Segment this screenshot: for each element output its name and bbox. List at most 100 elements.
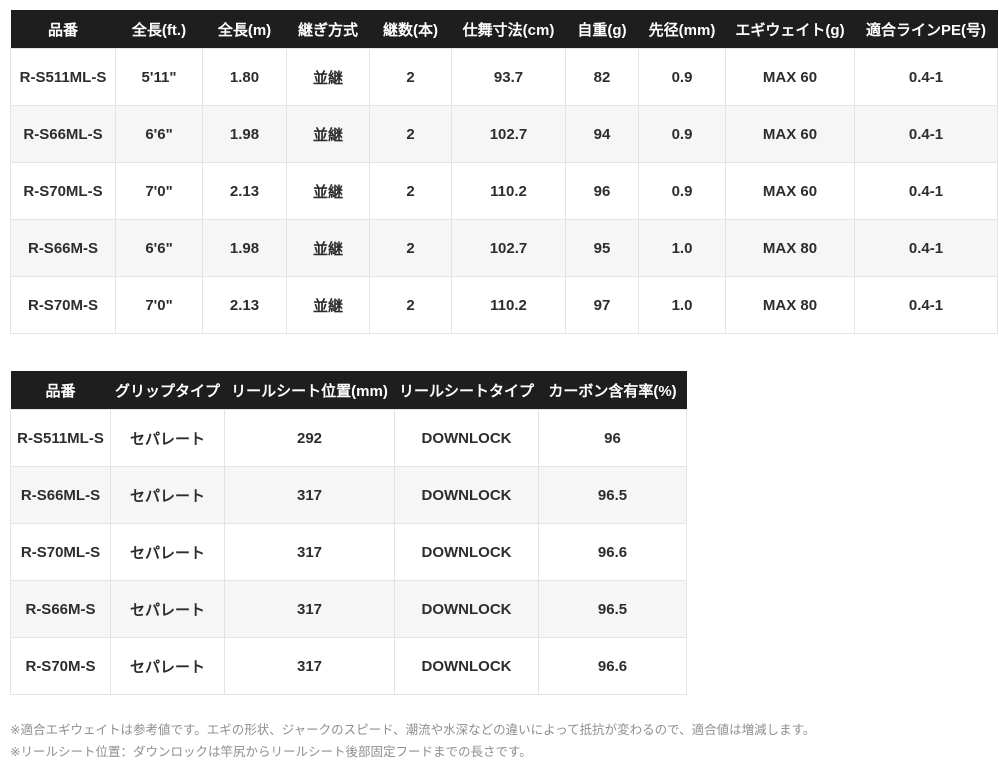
spec-value-cell: 1.0 [638,276,726,334]
spec-value-cell: 7'0" [115,162,203,220]
spec-value-cell: 1.0 [638,219,726,277]
spec-value-cell: DOWNLOCK [394,580,539,638]
column-header: 継ぎ方式 [286,10,370,49]
model-number-cell: R-S66ML-S [10,105,116,163]
spec-value-cell: 93.7 [451,48,566,106]
spec-value-cell: セパレート [110,409,225,467]
column-header: グリップタイプ [110,371,225,410]
table-row: R-S66ML-S セパレート 317 DOWNLOCK 96.5 [10,466,687,524]
model-number-cell: R-S70M-S [10,276,116,334]
model-number-cell: R-S66M-S [10,219,116,277]
column-header: 全長(m) [202,10,287,49]
column-header: 先径(mm) [638,10,726,49]
spec-value-cell: 0.4-1 [854,162,998,220]
spec-value-cell: 0.4-1 [854,105,998,163]
column-header: エギウェイト(g) [725,10,855,49]
spec-value-cell: 並継 [286,276,370,334]
table-row: R-S70M-S セパレート 317 DOWNLOCK 96.6 [10,637,687,695]
spec-value-cell: セパレート [110,637,225,695]
spec-value-cell: 110.2 [451,162,566,220]
spec-value-cell: 0.4-1 [854,219,998,277]
column-header: リールシート位置(mm) [224,371,395,410]
spec-value-cell: DOWNLOCK [394,523,539,581]
column-header: 品番 [10,10,116,49]
spec-value-cell: 82 [565,48,639,106]
spec-value-cell: 2 [369,162,452,220]
spec-value-cell: DOWNLOCK [394,466,539,524]
model-number-cell: R-S66M-S [10,580,111,638]
spec-value-cell: 2.13 [202,162,287,220]
spec-value-cell: 0.4-1 [854,276,998,334]
spec-value-cell: 1.80 [202,48,287,106]
table-row: R-S511ML-S 5'11" 1.80 並継 2 93.7 82 0.9 MAX 60 0.4… [10,48,998,106]
spec-value-cell: 6'6" [115,105,203,163]
footnote-reel-seat: ※リールシート位置：ダウンロックは竿尻からリールシート後部固定フードまでの長さで… [10,745,532,759]
spec-value-cell: 292 [224,409,395,467]
column-header: 全長(ft.) [115,10,203,49]
spec-value-cell: 96.6 [538,637,687,695]
spec-value-cell: 1.98 [202,105,287,163]
spec-value-cell: 並継 [286,162,370,220]
column-header: 継数(本) [369,10,452,49]
spec-value-cell: 2 [369,276,452,334]
spec-value-cell: 110.2 [451,276,566,334]
spec-value-cell: 5'11" [115,48,203,106]
spec-value-cell: 317 [224,637,395,695]
model-number-cell: R-S70ML-S [10,523,111,581]
table-row: R-S70M-S 7'0" 2.13 並継 2 110.2 97 1.0 MAX 80 0.4-1 [10,276,998,334]
spec-value-cell: 96 [538,409,687,467]
spec-value-cell: 95 [565,219,639,277]
spec-value-cell: MAX 80 [725,219,855,277]
spec-value-cell: 317 [224,523,395,581]
spec-value-cell: 0.9 [638,162,726,220]
rod-spec-header-row: 品番 全長(ft.) 全長(m) 継ぎ方式 継数(本) 仕舞寸法(cm) 自重(g) 先径(m… [10,10,998,49]
column-header: リールシートタイプ [394,371,539,410]
spec-value-cell: 7'0" [115,276,203,334]
spec-value-cell: 96.5 [538,466,687,524]
spec-value-cell: セパレート [110,580,225,638]
spec-value-cell: MAX 60 [725,162,855,220]
spec-value-cell: 96.5 [538,580,687,638]
spec-value-cell: 96.6 [538,523,687,581]
spec-value-cell: 2 [369,105,452,163]
footnotes: ※適合エギウェイトは参考値です。エギの形状、ジャークのスピード、潮流や水深などの… [10,719,999,763]
spec-value-cell: 並継 [286,48,370,106]
spec-value-cell: 317 [224,466,395,524]
model-number-cell: R-S70M-S [10,637,111,695]
table-row: R-S66M-S セパレート 317 DOWNLOCK 96.5 [10,580,687,638]
rod-spec-table: 品番 全長(ft.) 全長(m) 継ぎ方式 継数(本) 仕舞寸法(cm) 自重(g) 先径(m… [10,10,998,334]
spec-value-cell: 0.9 [638,48,726,106]
spec-value-cell: 並継 [286,105,370,163]
spec-value-cell: 97 [565,276,639,334]
spec-value-cell: 96 [565,162,639,220]
model-number-cell: R-S66ML-S [10,466,111,524]
table-row: R-S66M-S 6'6" 1.98 並継 2 102.7 95 1.0 MAX 80 0.4-1 [10,219,998,277]
spec-value-cell: 94 [565,105,639,163]
column-header: 仕舞寸法(cm) [451,10,566,49]
spec-value-cell: 2 [369,219,452,277]
model-number-cell: R-S511ML-S [10,409,111,467]
column-header: カーボン含有率(%) [538,371,687,410]
spec-value-cell: 並継 [286,219,370,277]
spec-value-cell: 102.7 [451,219,566,277]
spec-value-cell: MAX 60 [725,105,855,163]
table-row: R-S511ML-S セパレート 292 DOWNLOCK 96 [10,409,687,467]
column-header: 自重(g) [565,10,639,49]
spec-value-cell: セパレート [110,523,225,581]
spec-value-cell: 0.4-1 [854,48,998,106]
column-header: 適合ラインPE(号) [854,10,998,49]
grip-spec-header-row: 品番 グリップタイプ リールシート位置(mm) リールシートタイプ カーボン含有率(%) [10,371,687,410]
spec-value-cell: 1.98 [202,219,287,277]
spec-value-cell: MAX 60 [725,48,855,106]
spec-value-cell: 317 [224,580,395,638]
table-row: R-S70ML-S セパレート 317 DOWNLOCK 96.6 [10,523,687,581]
spec-value-cell: DOWNLOCK [394,637,539,695]
table-row: R-S66ML-S 6'6" 1.98 並継 2 102.7 94 0.9 MAX 60 0.4-… [10,105,998,163]
spec-value-cell: 102.7 [451,105,566,163]
footnote-egi-weight: ※適合エギウェイトは参考値です。エギの形状、ジャークのスピード、潮流や水深などの… [10,723,816,737]
spec-value-cell: セパレート [110,466,225,524]
spec-value-cell: MAX 80 [725,276,855,334]
spec-value-cell: 2 [369,48,452,106]
model-number-cell: R-S70ML-S [10,162,116,220]
grip-spec-table: 品番 グリップタイプ リールシート位置(mm) リールシートタイプ カーボン含有率(%)… [10,371,687,695]
